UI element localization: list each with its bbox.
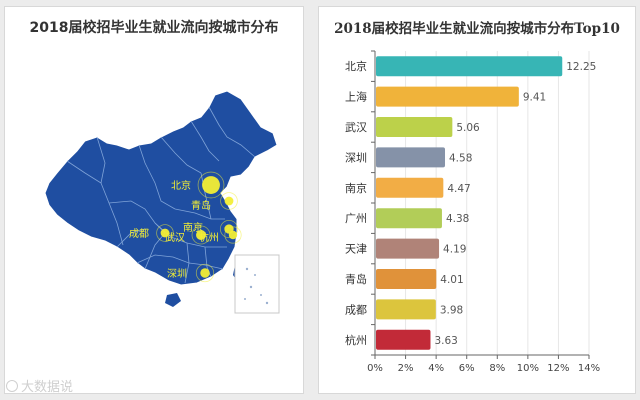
bar-value-label: 3.63 <box>434 335 457 347</box>
bar-value-label: 4.58 <box>449 152 472 164</box>
bar-value-label: 3.98 <box>440 304 463 316</box>
city-marker[interactable] <box>202 176 220 194</box>
x-tick-label: 2% <box>398 363 414 374</box>
bar-value-label: 5.06 <box>456 122 480 134</box>
city-label: 南京 <box>183 221 203 234</box>
city-marker-halo <box>195 263 215 283</box>
city-marker[interactable] <box>200 268 210 278</box>
city-marker[interactable] <box>224 196 234 206</box>
city-label: 成都 <box>129 228 149 240</box>
south-sea-inset <box>234 254 280 314</box>
province-borders <box>66 106 256 284</box>
map-title: 2018届校招毕业生就业流向按城市分布 <box>29 20 279 36</box>
hainan-island <box>165 293 181 307</box>
x-tick-label: 0% <box>367 363 383 374</box>
city-marker-halo <box>191 225 211 245</box>
watermark: 大数据说 <box>6 376 73 395</box>
bar <box>376 117 453 137</box>
category-label: 深圳 <box>345 151 367 164</box>
city-label: 北京 <box>171 179 191 192</box>
city-label: 武汉 <box>165 231 185 244</box>
bar <box>376 177 444 198</box>
city-marker[interactable] <box>228 230 238 240</box>
x-tick-label: 6% <box>459 363 475 374</box>
map-panel: 2018届校招毕业生就业流向按城市分布 <box>4 6 304 394</box>
category-label: 上海 <box>345 90 367 104</box>
bar-chart: 0% 2% 4% 6% 8% 10% 12% 14% 北京 12.25 上海 9.41 武汉 5.06 深圳… <box>345 50 600 374</box>
category-label: 广州 <box>345 212 367 225</box>
x-tick-label: 14% <box>578 363 600 374</box>
bar-value-label: 4.38 <box>446 213 469 225</box>
bar-value-label: 4.47 <box>447 183 470 195</box>
city-marker-halo <box>197 171 225 199</box>
bar <box>376 299 436 320</box>
city-label: 深圳 <box>167 268 187 280</box>
watermark-logo-icon <box>6 379 18 392</box>
bar <box>376 269 437 289</box>
category-label: 南京 <box>345 181 367 195</box>
city-marker[interactable] <box>160 228 170 238</box>
bar <box>376 56 563 77</box>
city-marker-halo <box>224 226 242 244</box>
bar <box>376 238 440 259</box>
x-tick-label: 10% <box>517 363 539 374</box>
category-label: 天津 <box>345 243 367 256</box>
chart-title: 2018届校招毕业生就业流向按城市分布Top10 <box>334 21 620 37</box>
city-marker-halo <box>156 224 174 242</box>
category-label: 成都 <box>345 303 367 316</box>
city-marker[interactable] <box>196 230 206 240</box>
x-tick-label: 8% <box>489 363 505 374</box>
category-label: 北京 <box>345 59 367 73</box>
bar <box>376 329 431 350</box>
bar-value-label: 4.01 <box>440 274 463 286</box>
bar-value-label: 12.25 <box>566 61 596 73</box>
bar-value-label: 9.41 <box>523 92 546 104</box>
bar <box>376 208 442 229</box>
category-label: 杭州 <box>345 333 367 347</box>
category-label: 武汉 <box>345 121 367 134</box>
city-label: 青岛 <box>191 199 211 212</box>
bar <box>376 86 519 107</box>
bar <box>376 147 446 168</box>
x-tick-label: 4% <box>428 363 444 374</box>
x-tick-label: 12% <box>547 363 569 374</box>
bar-value-label: 4.19 <box>443 244 466 256</box>
category-label: 青岛 <box>345 272 367 286</box>
chart-panel: 2018届校招毕业生就业流向按城市分布Top10 0% 2% 4% 6% 8% 10% 12… <box>318 6 636 394</box>
south-sea-islands <box>244 267 269 305</box>
watermark-text: 大数据说 <box>21 380 74 395</box>
city-marker-halo <box>219 219 239 239</box>
city-marker-halo <box>220 192 238 210</box>
